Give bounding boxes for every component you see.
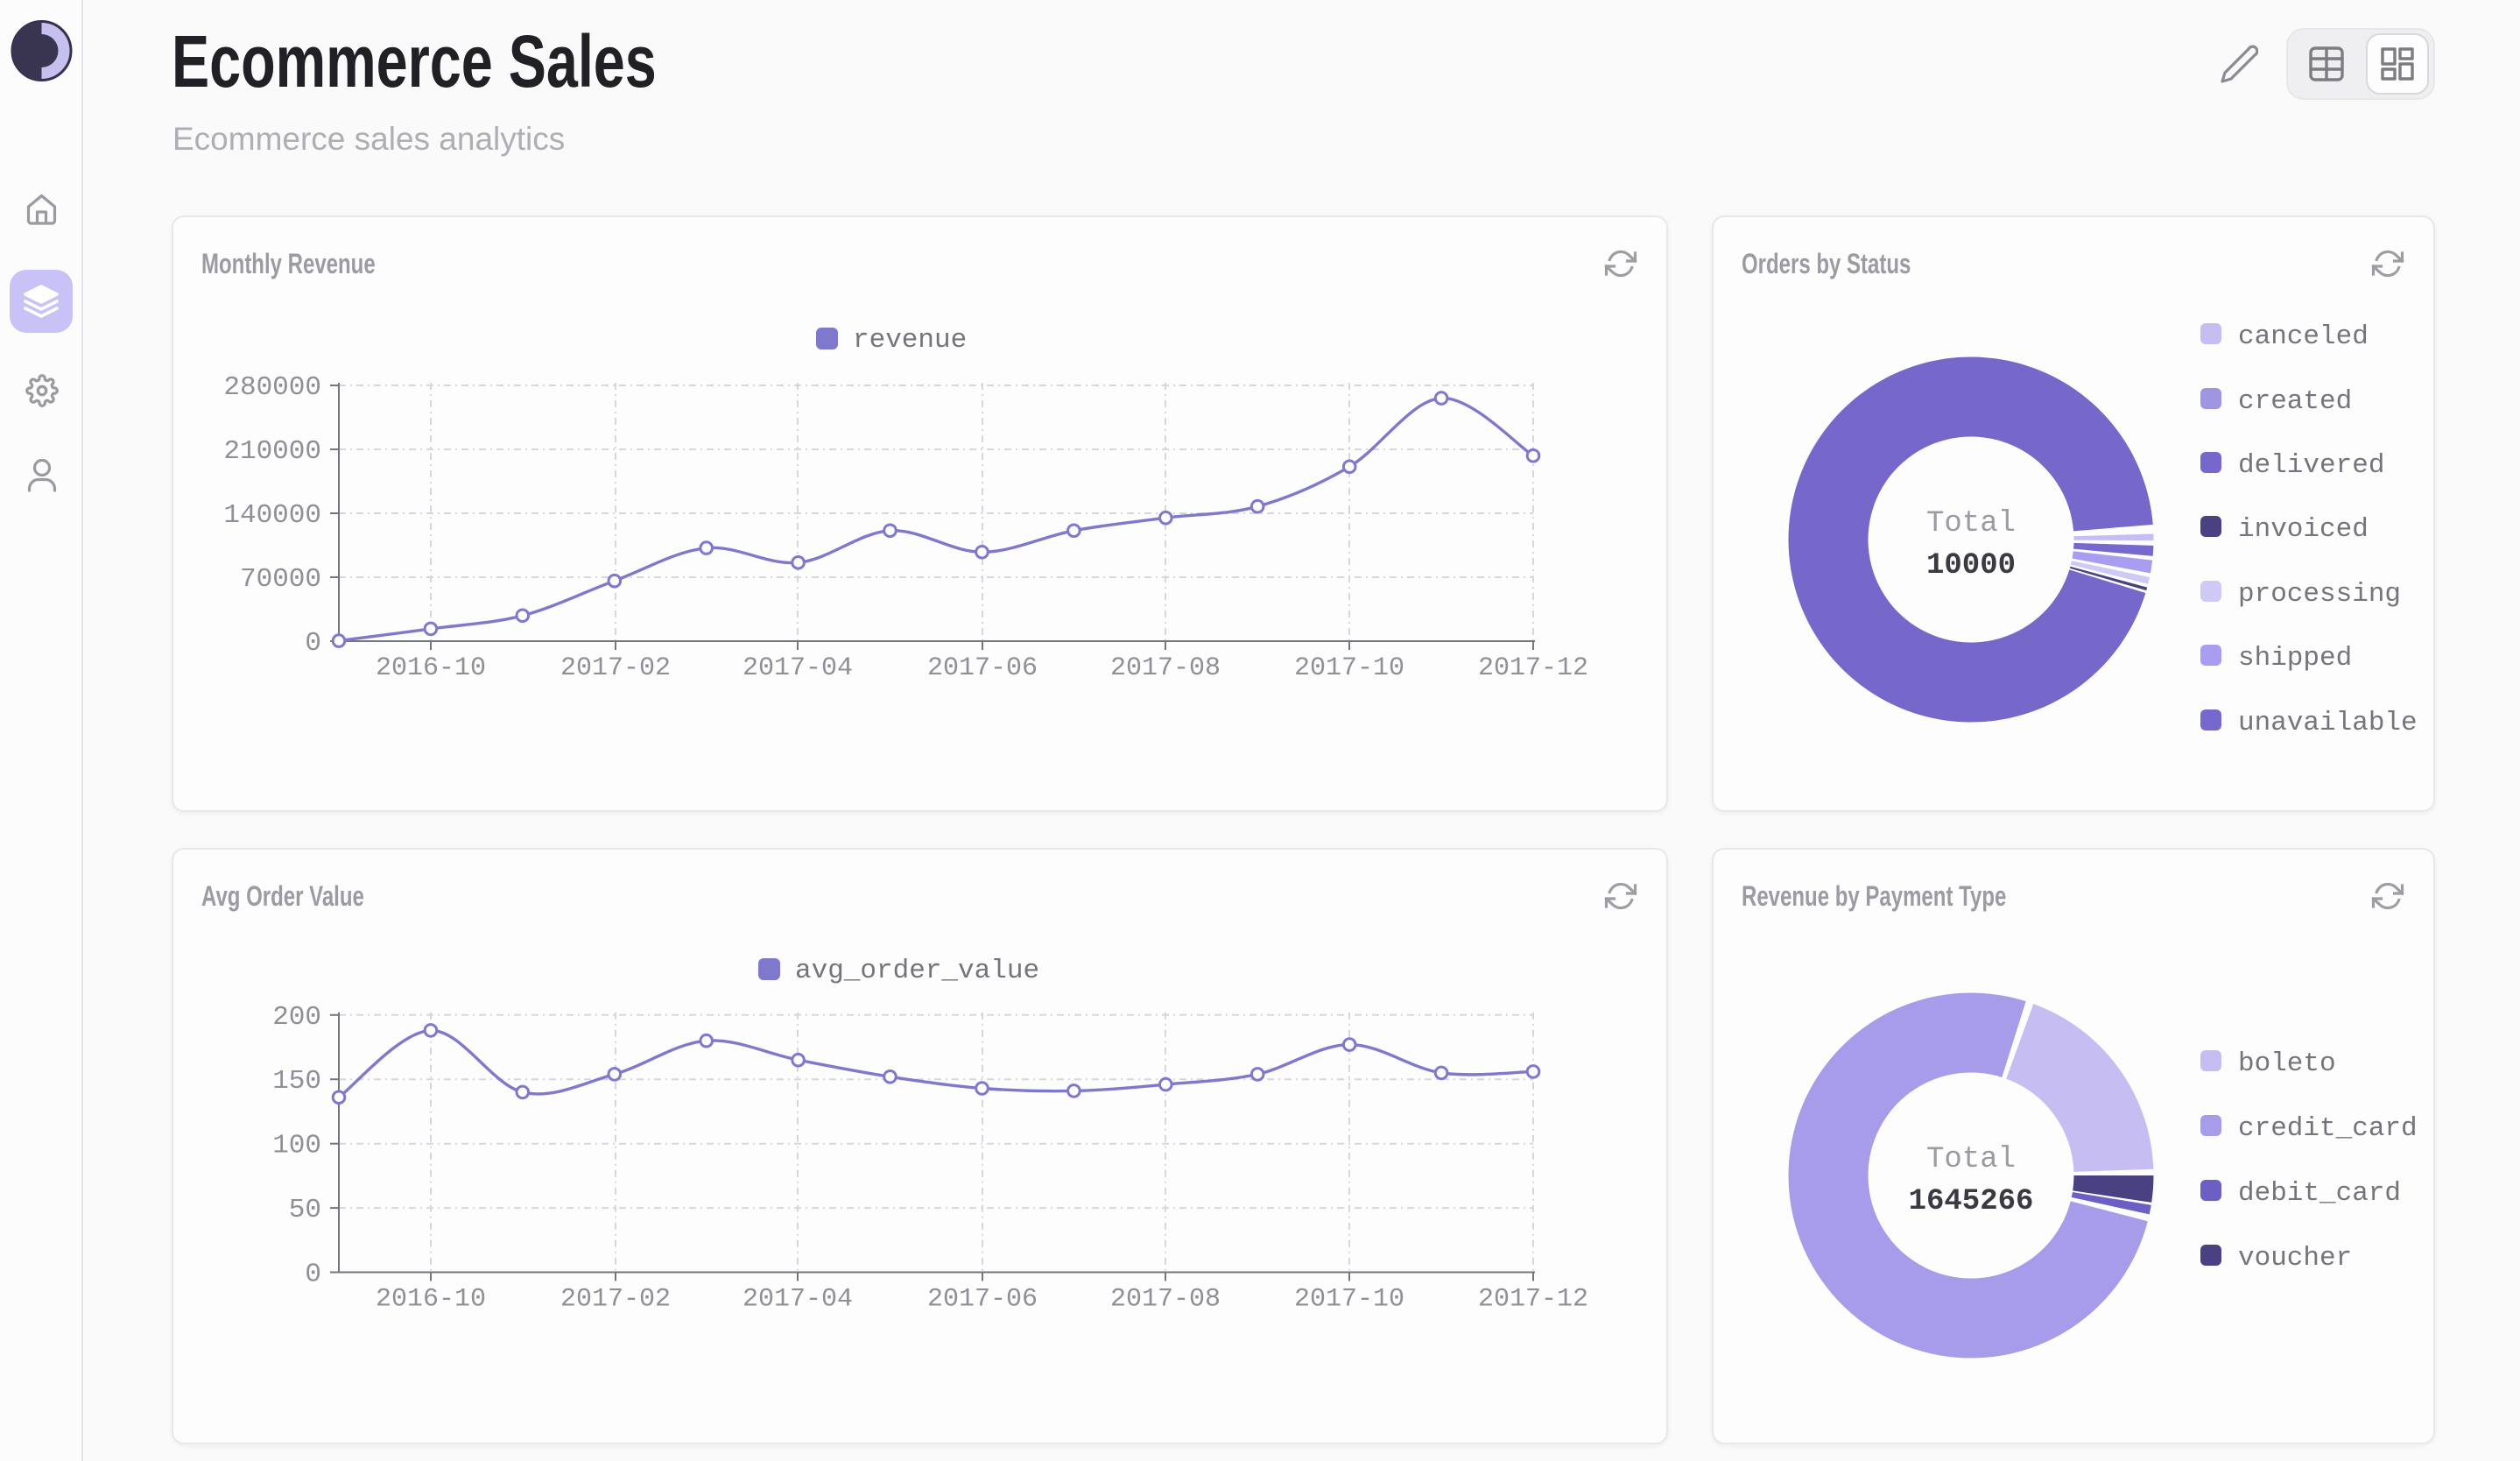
svg-text:shipped: shipped [2238, 643, 2352, 674]
svg-text:210000: 210000 [223, 436, 321, 467]
svg-text:140000: 140000 [223, 500, 321, 531]
svg-text:2017-10: 2017-10 [1294, 653, 1404, 683]
svg-text:invoiced: invoiced [2238, 514, 2369, 545]
svg-text:2017-02: 2017-02 [560, 653, 671, 683]
svg-text:2017-04: 2017-04 [743, 1285, 853, 1315]
svg-text:Total: Total [1926, 507, 2016, 540]
svg-text:2017-08: 2017-08 [1110, 1285, 1221, 1315]
svg-text:2017-12: 2017-12 [1478, 653, 1588, 683]
svg-text:delivered: delivered [2238, 450, 2384, 481]
svg-text:50: 50 [289, 1195, 321, 1225]
svg-text:credit_card: credit_card [2238, 1113, 2418, 1144]
svg-text:processing: processing [2238, 579, 2401, 610]
svg-text:2017-02: 2017-02 [560, 1285, 671, 1315]
svg-text:debit_card: debit_card [2238, 1178, 2401, 1209]
svg-text:280000: 280000 [223, 372, 321, 403]
svg-text:voucher: voucher [2238, 1243, 2352, 1274]
svg-text:2017-10: 2017-10 [1294, 1285, 1404, 1315]
svg-text:created: created [2238, 386, 2352, 417]
svg-text:Total: Total [1926, 1143, 2016, 1176]
svg-text:2017-08: 2017-08 [1110, 653, 1221, 683]
svg-text:canceled: canceled [2238, 321, 2369, 352]
svg-text:2016-10: 2016-10 [376, 1285, 486, 1315]
svg-text:avg_order_value: avg_order_value [795, 956, 1039, 986]
svg-text:2017-06: 2017-06 [927, 653, 1038, 683]
svg-text:boleto: boleto [2238, 1048, 2336, 1079]
svg-text:150: 150 [272, 1066, 321, 1097]
svg-text:70000: 70000 [240, 564, 321, 595]
svg-text:2016-10: 2016-10 [376, 653, 486, 683]
svg-text:10000: 10000 [1926, 549, 2016, 582]
svg-text:2017-04: 2017-04 [743, 653, 853, 683]
svg-text:0: 0 [305, 628, 321, 659]
svg-text:0: 0 [305, 1260, 321, 1290]
svg-text:1645266: 1645266 [1909, 1185, 2034, 1218]
svg-text:revenue: revenue [853, 325, 967, 356]
svg-text:100: 100 [272, 1131, 321, 1161]
svg-text:200: 200 [272, 1002, 321, 1033]
svg-text:2017-06: 2017-06 [927, 1285, 1038, 1315]
svg-text:unavailable: unavailable [2238, 708, 2418, 738]
svg-text:2017-12: 2017-12 [1478, 1285, 1588, 1315]
